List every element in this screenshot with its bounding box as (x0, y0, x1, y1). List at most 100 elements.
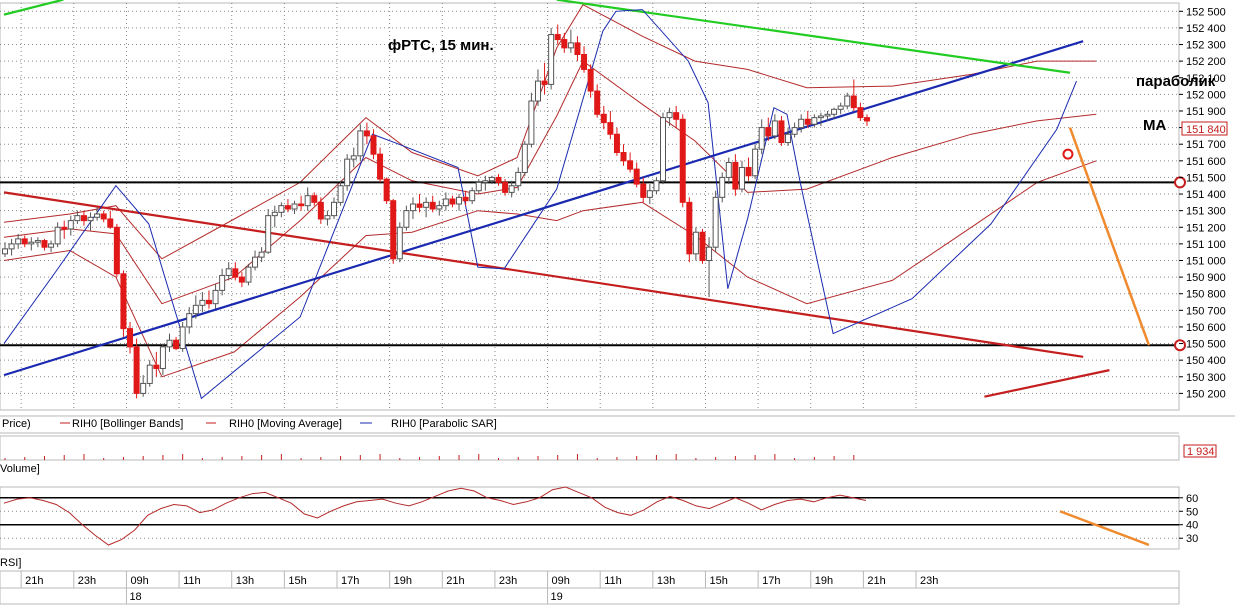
candle-body (331, 201, 337, 217)
time-axis-ticks: 21h 23h 09h 11h 13h 15h 17h 19h 21h 23h 09h 11h 13h 1… (20, 571, 938, 604)
parabolic-sar-line (3, 9, 1077, 400)
price-panel-label: Price) (2, 418, 31, 430)
candle-body (219, 274, 226, 291)
current-price-box (1181, 121, 1228, 136)
candle-body (107, 218, 114, 228)
candle-body (205, 299, 212, 305)
price-tick-label: 152 300 (1186, 40, 1226, 52)
candle-body (344, 158, 351, 187)
price-axis-ticks: 152 500 152 400 152 300 152 200 152 100 152 0… (1179, 6, 1226, 400)
candle-body (627, 160, 634, 170)
candle-body (271, 211, 278, 217)
candle-body (317, 201, 324, 220)
candle-body (567, 42, 574, 49)
time-tick-label: 09h (130, 575, 148, 587)
price-tick-label: 151 400 (1186, 189, 1226, 201)
moving-average-line (3, 60, 1097, 305)
candle-body (581, 53, 588, 70)
candle-body (857, 107, 864, 119)
time-tick-label: 11h (604, 575, 622, 587)
legend-ma: RIH0 [Moving Average] (229, 418, 342, 430)
candle-body (100, 213, 107, 220)
rsi-panel-label: RSI] (0, 557, 21, 569)
price-tick-label: 150 300 (1186, 372, 1226, 384)
candle-body (831, 108, 838, 115)
trendline-red_falling (3, 191, 1084, 358)
candle-body (758, 127, 765, 150)
candle-body (554, 34, 561, 41)
price-tick-label: 150 200 (1186, 388, 1226, 400)
rsi-forecast-arrow (1059, 510, 1150, 547)
candle-body (113, 226, 120, 275)
candle-body (712, 196, 719, 248)
time-tick-label: 23h (78, 575, 96, 587)
candle-body (94, 213, 101, 218)
candle-body (666, 112, 673, 119)
candle-body (291, 203, 298, 210)
trendline-green_left (3, 0, 64, 16)
candle-body (232, 268, 239, 278)
candle-body (212, 289, 219, 305)
candle-body (54, 226, 61, 245)
candle-body (679, 118, 686, 203)
rsi-tick-label: 30 (1186, 533, 1198, 545)
candle-body (337, 185, 344, 203)
candle-body (416, 203, 423, 208)
candle-body (561, 39, 568, 49)
candle-body (173, 339, 180, 350)
candle-body (146, 364, 153, 384)
trendline-red_lower (984, 369, 1110, 398)
time-tick-label: 15h (709, 575, 727, 587)
candle-body (771, 120, 778, 137)
candle-body (284, 205, 291, 210)
time-tick-label: 19h (815, 575, 833, 587)
candle-body (745, 166, 752, 177)
candles (2, 24, 870, 399)
parabolic-annotation: параболик (1136, 73, 1216, 90)
candle-body (252, 256, 259, 268)
candle-body (179, 326, 186, 350)
candle-body (2, 248, 8, 255)
candle-body (660, 117, 666, 182)
price-tick-label: 151 700 (1186, 139, 1226, 151)
bollinger-lower (3, 160, 1097, 378)
candle-body (34, 240, 41, 243)
candle-body (791, 127, 798, 135)
candle-body (548, 34, 555, 85)
candle-body (436, 205, 443, 210)
candle-body (528, 100, 535, 145)
candle-body (238, 276, 245, 283)
candle-body (133, 346, 140, 394)
candle-body (423, 201, 430, 208)
time-tick-label: 21h (25, 575, 43, 587)
price-tick-label: 151 200 (1186, 222, 1226, 234)
candle-body (778, 120, 785, 144)
candle-body (804, 118, 811, 125)
candle-body (74, 215, 81, 222)
candle-body (67, 220, 74, 230)
current-price-label: 151 840 (1186, 124, 1226, 136)
price-tick-label: 152 400 (1186, 23, 1226, 35)
candle-body (600, 113, 607, 124)
candle-body (837, 105, 844, 110)
candle-body (429, 201, 436, 210)
candle-body (166, 339, 173, 348)
candle-body (752, 148, 759, 177)
candle-body (245, 266, 252, 283)
price-tick-label: 150 800 (1186, 289, 1226, 301)
candle-body (587, 68, 594, 92)
chart-title-annotation: фРТС, 15 мин. (388, 37, 494, 54)
candle-body (41, 240, 48, 248)
price-tick-label: 152 000 (1186, 89, 1226, 101)
time-tick-label: 23h (920, 575, 938, 587)
candle-body (15, 238, 22, 245)
candle-body (640, 183, 647, 198)
price-tick-label: 152 200 (1186, 56, 1226, 68)
time-tick-label: 11h (183, 575, 201, 587)
candle-body (324, 215, 331, 220)
candle-body (199, 299, 206, 306)
date-tick-label: 18 (129, 591, 141, 603)
candle-body (646, 190, 653, 198)
forecast-marker (1062, 148, 1074, 160)
